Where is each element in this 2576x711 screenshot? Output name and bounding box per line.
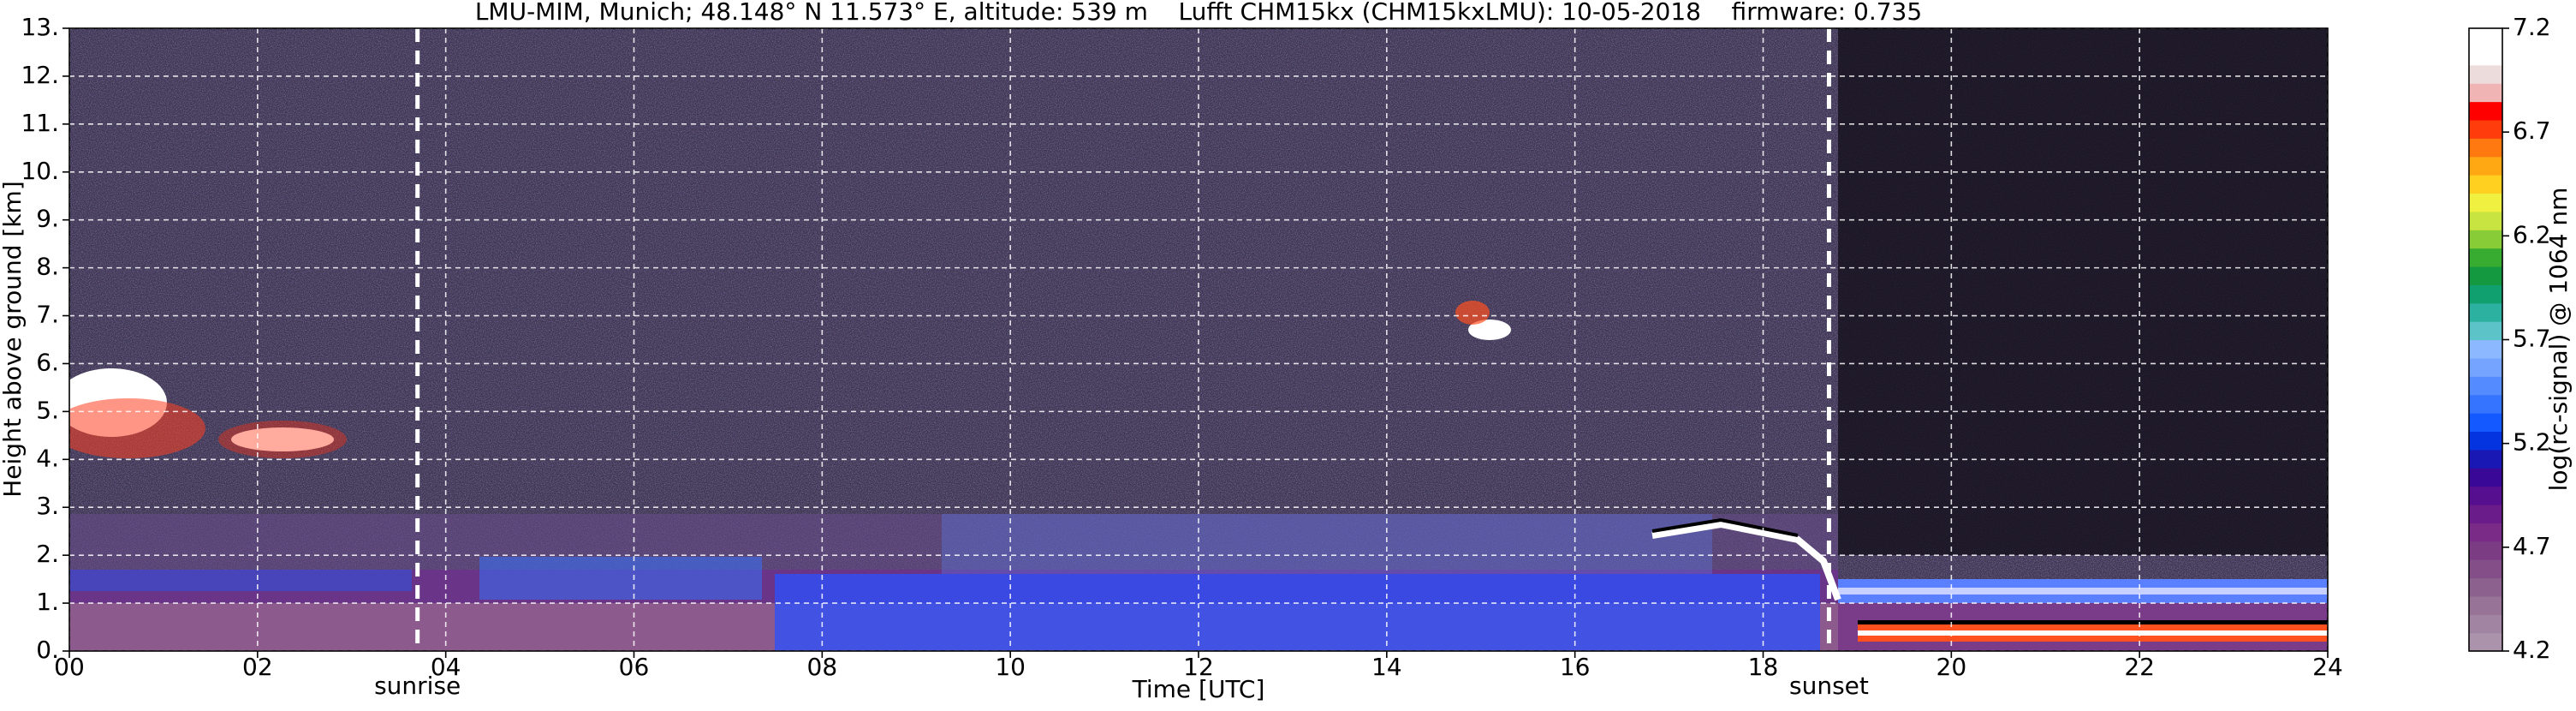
- y-tick-label: 10.: [21, 157, 59, 185]
- colorbar-segment: [2469, 119, 2502, 139]
- y-tick-label: 9.: [36, 205, 59, 233]
- cloud: [1455, 301, 1490, 325]
- x-tick-label: 14: [1371, 653, 1402, 681]
- aerosol-layer: [479, 557, 762, 600]
- y-tick-label: 0.: [36, 636, 59, 664]
- y-tick-label: 6.: [36, 348, 59, 376]
- colorbar-segment: [2469, 339, 2502, 359]
- heatmap: [69, 28, 2328, 651]
- mixing-layer: [775, 574, 1820, 651]
- x-tick-label: 24: [2312, 653, 2343, 681]
- colorbar-segment: [2469, 284, 2502, 304]
- colorbar-segment: [2469, 321, 2502, 341]
- night-background: [1838, 28, 2328, 555]
- colorbar-segment: [2469, 175, 2502, 194]
- colorbar-segment: [2469, 559, 2502, 579]
- colorbar-segment: [2469, 468, 2502, 487]
- x-tick-label: 12: [1183, 653, 1214, 681]
- y-tick-label: 13.: [21, 13, 59, 41]
- colorbar-segment: [2469, 193, 2502, 212]
- colorbar-segment: [2469, 230, 2502, 249]
- y-axis-label: Height above ground [km]: [0, 181, 27, 498]
- cloud: [69, 398, 205, 458]
- colorbar-segment: [2469, 211, 2502, 230]
- colorbar-segment: [2469, 523, 2502, 542]
- colorbar-tick-label: 4.7: [2513, 532, 2551, 560]
- colorbar-segment: [2469, 504, 2502, 523]
- y-tick-label: 4.: [36, 444, 59, 472]
- x-axis-label: Time [UTC]: [1132, 675, 1265, 703]
- colorbar-segment: [2469, 614, 2502, 634]
- colorbar-tick-label: 5.7: [2513, 325, 2551, 353]
- colorbar-tick-label: 7.2: [2513, 13, 2551, 41]
- colorbar-segment: [2469, 46, 2502, 66]
- colorbar-segment: [2469, 376, 2502, 396]
- colorbar-segment: [2469, 138, 2502, 158]
- aerosol-layer: [69, 570, 412, 591]
- colorbar-tick-label: 5.2: [2513, 428, 2551, 457]
- colorbar-segment: [2469, 413, 2502, 433]
- colorbar-segment: [2469, 486, 2502, 505]
- convective-plumes: [942, 514, 1712, 574]
- colorbar-segment: [2469, 394, 2502, 414]
- cloud-base-line: [1651, 517, 1799, 537]
- colorbar-segment: [2469, 431, 2502, 451]
- x-tick-label: 08: [807, 653, 838, 681]
- y-tick-label: 7.: [36, 301, 59, 329]
- colorbar-segment: [2469, 28, 2502, 47]
- y-tick-label: 12.: [21, 61, 59, 89]
- x-tick-label: 06: [619, 653, 650, 681]
- colorbar-tick-label: 6.7: [2513, 117, 2551, 145]
- x-tick-label: 20: [1936, 653, 1967, 681]
- colorbar-segment: [2469, 266, 2502, 285]
- y-tick-label: 3.: [36, 492, 59, 520]
- x-tick-label: 10: [995, 653, 1026, 681]
- colorbar-segment: [2469, 449, 2502, 469]
- colorbar-segment: [2469, 64, 2502, 84]
- colorbar-segment: [2469, 101, 2502, 121]
- x-tick-label: 16: [1560, 653, 1591, 681]
- colorbar-segment: [2469, 595, 2502, 615]
- y-tick-label: 11.: [21, 109, 59, 137]
- y-tick-label: 8.: [36, 253, 59, 281]
- y-tick-label: 2.: [36, 540, 59, 568]
- colorbar-tick-label: 4.2: [2513, 636, 2551, 664]
- stable-layer-core: [1858, 630, 2328, 636]
- chart-title: LMU-MIM, Munich; 48.148° N 11.573° E, al…: [475, 0, 1922, 26]
- colorbar-tick-label: 6.2: [2513, 220, 2551, 248]
- x-tick-label: 02: [242, 653, 273, 681]
- y-tick-label: 5.: [36, 396, 59, 424]
- colorbar-segment: [2469, 577, 2502, 597]
- colorbar-segment: [2469, 357, 2502, 377]
- colorbar-segment: [2469, 302, 2502, 322]
- x-tick-label: 18: [1748, 653, 1779, 681]
- x-tick-label: 04: [431, 653, 461, 681]
- colorbar-segment: [2469, 156, 2502, 176]
- residual-layer: [69, 514, 1838, 570]
- colorbar-segment: [2469, 541, 2502, 560]
- colorbar-segment: [2469, 248, 2502, 267]
- cloud: [1468, 320, 1511, 340]
- x-tick-label: 00: [54, 653, 85, 681]
- cloud: [231, 427, 334, 451]
- annotation-label: sunrise: [374, 672, 461, 700]
- night-layer-core: [1838, 588, 2328, 594]
- annotation-label: sunset: [1789, 672, 1869, 700]
- colorbar-segment: [2469, 83, 2502, 103]
- cloud: [218, 421, 347, 458]
- y-tick-label: 1.: [36, 588, 59, 616]
- stable-layer-top: [1858, 620, 2328, 624]
- colorbar-label: log(rc-signal) @ 1064 nm: [2544, 188, 2573, 492]
- colorbar-segment: [2469, 632, 2502, 652]
- x-tick-label: 22: [2124, 653, 2155, 681]
